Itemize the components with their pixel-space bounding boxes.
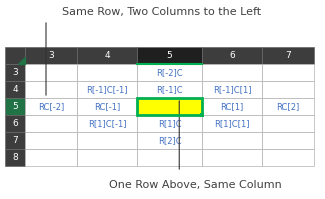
Bar <box>137 98 202 115</box>
Bar <box>25 47 77 64</box>
Bar <box>77 115 137 132</box>
Text: 3: 3 <box>48 51 54 60</box>
Text: 7: 7 <box>285 51 291 60</box>
Bar <box>202 98 262 115</box>
Bar <box>200 113 204 117</box>
Text: Same Row, Two Columns to the Left: Same Row, Two Columns to the Left <box>62 7 262 17</box>
Bar <box>262 81 314 98</box>
Bar <box>137 81 202 98</box>
Text: 6: 6 <box>229 51 235 60</box>
Text: R[2]C: R[2]C <box>158 136 181 145</box>
Text: R[1]C: R[1]C <box>158 119 181 128</box>
Bar <box>77 81 137 98</box>
Bar <box>202 115 262 132</box>
Bar <box>202 81 262 98</box>
Bar <box>202 64 262 81</box>
Bar <box>25 132 77 149</box>
Bar <box>137 115 202 132</box>
Text: R[-1]C: R[-1]C <box>156 85 183 94</box>
Bar <box>202 132 262 149</box>
Bar <box>262 149 314 166</box>
Bar <box>137 64 202 81</box>
Polygon shape <box>18 57 25 64</box>
Text: R[1]C[1]: R[1]C[1] <box>214 119 250 128</box>
Bar <box>25 149 77 166</box>
Text: R[-1]C[1]: R[-1]C[1] <box>213 85 251 94</box>
Text: RC[-2]: RC[-2] <box>38 102 64 111</box>
Bar <box>77 47 137 64</box>
Bar <box>137 132 202 149</box>
Text: RC[-1]: RC[-1] <box>94 102 120 111</box>
Text: One Row Above, Same Column: One Row Above, Same Column <box>109 180 281 190</box>
Bar <box>77 132 137 149</box>
Text: 6: 6 <box>12 119 18 128</box>
Bar <box>5 115 25 132</box>
Text: R[-1]C[-1]: R[-1]C[-1] <box>86 85 128 94</box>
Bar <box>77 98 137 115</box>
Bar <box>5 98 25 115</box>
Text: 3: 3 <box>12 68 18 77</box>
Bar <box>202 149 262 166</box>
Bar <box>262 115 314 132</box>
Bar <box>262 98 314 115</box>
Bar <box>137 47 202 64</box>
Bar <box>202 47 262 64</box>
Text: 4: 4 <box>104 51 110 60</box>
Bar <box>262 64 314 81</box>
Bar <box>77 64 137 81</box>
Text: 5: 5 <box>167 51 172 60</box>
Text: R[-2]C: R[-2]C <box>156 68 183 77</box>
Text: R[1]C[-1]: R[1]C[-1] <box>88 119 126 128</box>
Bar <box>25 81 77 98</box>
Bar <box>262 47 314 64</box>
Bar <box>25 64 77 81</box>
Text: 8: 8 <box>12 153 18 162</box>
Bar <box>5 81 25 98</box>
Bar <box>77 149 137 166</box>
Text: 5: 5 <box>12 102 18 111</box>
Bar <box>5 149 25 166</box>
Bar <box>5 64 25 81</box>
Bar <box>137 149 202 166</box>
Bar <box>137 98 202 115</box>
Bar <box>5 132 25 149</box>
Text: RC[1]: RC[1] <box>220 102 244 111</box>
Text: 4: 4 <box>12 85 18 94</box>
Bar <box>262 132 314 149</box>
Text: RC[2]: RC[2] <box>276 102 300 111</box>
Bar <box>5 47 25 64</box>
Bar <box>25 98 77 115</box>
Bar <box>25 115 77 132</box>
Text: 7: 7 <box>12 136 18 145</box>
